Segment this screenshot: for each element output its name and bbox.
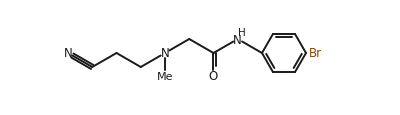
Text: Br: Br bbox=[309, 47, 322, 60]
Text: N: N bbox=[64, 47, 72, 60]
Text: H: H bbox=[238, 28, 246, 38]
Text: Me: Me bbox=[157, 71, 173, 81]
Text: N: N bbox=[161, 47, 169, 60]
Text: N: N bbox=[233, 34, 242, 47]
Text: O: O bbox=[209, 70, 218, 83]
